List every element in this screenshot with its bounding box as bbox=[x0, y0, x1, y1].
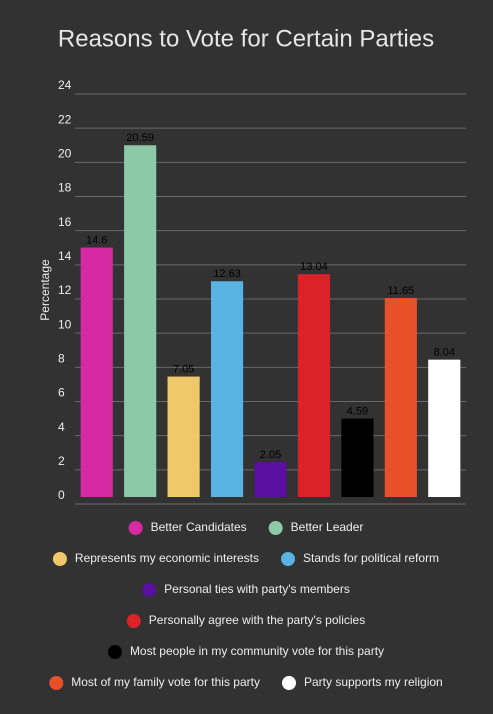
legend-label: Better Candidates bbox=[151, 520, 247, 534]
y-tick-label: 2 bbox=[58, 454, 65, 468]
y-tick-label: 24 bbox=[58, 78, 72, 92]
data-label: 13.04 bbox=[300, 261, 328, 273]
data-label: 7.05 bbox=[173, 363, 194, 375]
legend-swatch bbox=[126, 614, 141, 628]
data-label: 12.63 bbox=[213, 268, 241, 280]
legend-swatch bbox=[142, 583, 157, 597]
data-label: 14.6 bbox=[86, 234, 107, 246]
legend-swatch bbox=[107, 645, 122, 659]
data-label: 11.65 bbox=[387, 285, 414, 297]
y-tick-label: 12 bbox=[58, 283, 72, 297]
data-label: 20.59 bbox=[126, 132, 154, 144]
legend-swatch bbox=[52, 552, 67, 566]
legend-swatch bbox=[281, 676, 296, 690]
legend-label: Represents my economic interests bbox=[75, 551, 259, 565]
bar bbox=[384, 297, 417, 497]
data-label: 2.05 bbox=[260, 449, 281, 461]
y-tick-label: 4 bbox=[58, 420, 65, 434]
y-tick-label: 16 bbox=[58, 215, 72, 229]
y-tick-label: 14 bbox=[58, 249, 72, 263]
bar bbox=[80, 247, 113, 497]
legend-swatch bbox=[268, 521, 283, 535]
bar bbox=[167, 376, 200, 497]
legend-label: Better Leader bbox=[291, 520, 364, 534]
legend-swatch bbox=[281, 552, 296, 566]
y-tick-label: 18 bbox=[58, 181, 72, 195]
legend-swatch bbox=[49, 676, 64, 690]
y-tick-label: 0 bbox=[58, 488, 65, 502]
bar bbox=[210, 281, 244, 497]
chart-title: Reasons to Vote for Certain Parties bbox=[58, 25, 434, 52]
legend-label: Most of my family vote for this party bbox=[71, 675, 260, 689]
bar bbox=[428, 359, 461, 497]
bar bbox=[124, 145, 157, 498]
legend-label: Personally agree with the party's polici… bbox=[149, 613, 365, 627]
data-label: 8.04 bbox=[434, 347, 455, 359]
y-tick-label: 20 bbox=[58, 147, 72, 161]
y-tick-label: 22 bbox=[58, 112, 72, 126]
legend-label: Stands for political reform bbox=[303, 551, 439, 565]
legend-label: Personal ties with party's members bbox=[164, 582, 350, 596]
legend-label: Most people in my community vote for thi… bbox=[130, 644, 384, 658]
y-tick-label: 6 bbox=[58, 386, 65, 400]
bar bbox=[254, 461, 287, 497]
y-axis-title: Percentage bbox=[38, 259, 52, 321]
y-tick-label: 8 bbox=[58, 352, 65, 366]
legend-swatch bbox=[128, 521, 143, 535]
legend-label: Party supports my religion bbox=[304, 675, 443, 689]
bar bbox=[341, 418, 374, 497]
bar bbox=[297, 274, 331, 497]
data-label: 4.59 bbox=[347, 405, 368, 417]
y-tick-label: 10 bbox=[58, 317, 72, 331]
